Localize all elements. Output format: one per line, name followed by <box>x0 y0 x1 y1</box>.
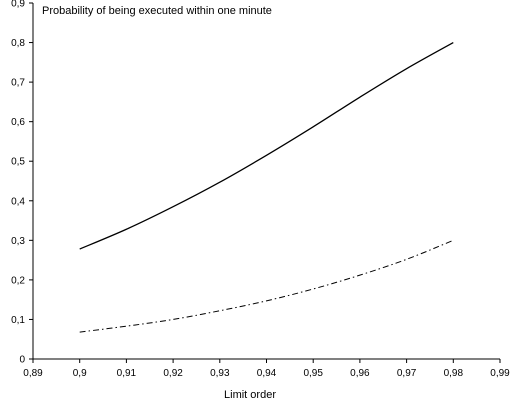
x-tick-label: 0,96 <box>350 368 370 379</box>
axes <box>32 3 500 360</box>
x-tick-label: 0,91 <box>117 368 137 379</box>
x-tick-label: 0,94 <box>257 368 277 379</box>
y-tick-label: 0,4 <box>11 196 25 207</box>
x-tick-label: 0,98 <box>444 368 464 379</box>
x-tick-label: 0,89 <box>23 368 43 379</box>
y-tick-label: 0,2 <box>11 275 25 286</box>
x-tick-label: 0,99 <box>490 368 510 379</box>
y-tick-label: 0,8 <box>11 38 25 49</box>
x-axis-label: Limit order <box>224 389 276 401</box>
x-tick-label: 0,97 <box>397 368 417 379</box>
series-line-dash-dot <box>79 239 454 333</box>
x-tick-label: 0,9 <box>73 368 87 379</box>
x-tick-label: 0,95 <box>303 368 323 379</box>
ticks: 0 0,1 0,2 0,3 0,4 0,5 0,6 0,7 0,8 0,9 0,89 0,9 0,91 0… <box>11 0 510 379</box>
series-layer <box>79 41 454 333</box>
x-tick-label: 0,93 <box>210 368 230 379</box>
y-tick-label: 0 <box>19 355 25 366</box>
y-tick-label: 0,7 <box>11 78 25 89</box>
y-tick-label: 0,6 <box>11 117 25 128</box>
y-tick-label: 0,5 <box>11 157 25 168</box>
y-axis-label: Probability of being executed within one… <box>42 5 272 17</box>
x-tick-label: 0,92 <box>163 368 183 379</box>
y-tick-label: 0,3 <box>11 236 25 247</box>
y-tick-label: 0,1 <box>11 315 25 326</box>
series-line-solid <box>79 41 454 250</box>
y-tick-label: 0,9 <box>11 0 25 10</box>
